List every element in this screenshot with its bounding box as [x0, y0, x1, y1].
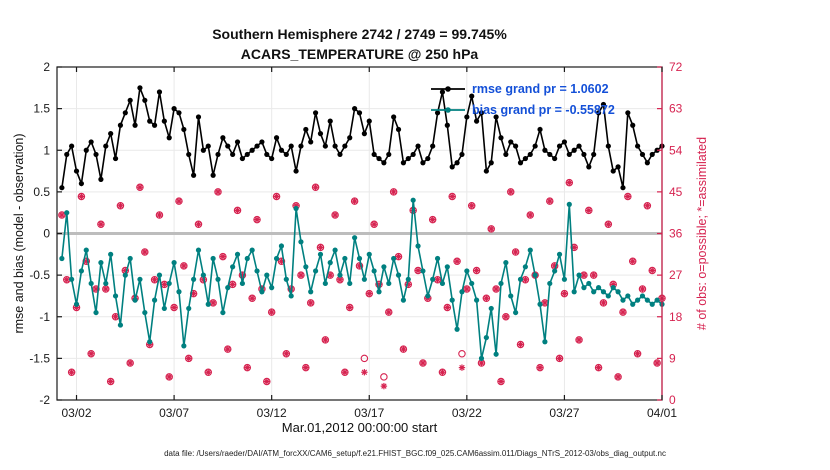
y-right-tick-label: 63	[669, 102, 683, 116]
chart-title: Southern Hemisphere 2742 / 2749 = 99.745…	[212, 26, 507, 42]
y-right-tick-label: 0	[669, 393, 676, 407]
axes-box: -2 -1.5 -1 -0.5 0 0.5 1 1.5 2 0 9 18 27 36 45 54 63 72 03/…	[29, 60, 682, 420]
y-left-tick-label: -0.5	[29, 268, 50, 282]
x-tick-label: 03/07	[159, 406, 189, 420]
y-left-tick-label: 0.5	[33, 185, 50, 199]
x-tick-label: 03/17	[354, 406, 384, 420]
legend-item-bias: bias grand pr = -0.55872	[430, 99, 615, 120]
y-left-tick-label: 2	[43, 60, 50, 74]
x-tick-label: 03/27	[549, 406, 579, 420]
y-left-tick-label: -1.5	[29, 351, 50, 365]
chart-subtitle: ACARS_TEMPERATURE @ 250 hPa	[240, 46, 479, 62]
y-right-tick-label: 18	[669, 310, 683, 324]
y-left-tick-label: -2	[39, 393, 50, 407]
x-tick-label: 03/22	[452, 406, 482, 420]
y-axis-right-label: # of obs: o=possible; *=assimilated	[695, 136, 709, 331]
y-right-tick-label: 54	[669, 143, 683, 157]
y-left-tick-label: 1	[43, 143, 50, 157]
y-right-tick-label: 45	[669, 185, 683, 199]
x-tick-label: 03/12	[257, 406, 287, 420]
x-tick-label: 04/01	[647, 406, 677, 420]
legend-label-bias: bias grand pr = -0.55872	[472, 102, 615, 117]
rmse-line-swatch-icon	[431, 85, 465, 92]
bias-series	[59, 197, 665, 361]
y-left-tick-label: 0	[43, 227, 50, 241]
bias-line-swatch-icon	[431, 106, 465, 113]
legend: rmse grand pr = 1.0602 bias grand pr = -…	[430, 78, 615, 120]
y-right-tick-label: 27	[669, 268, 683, 282]
x-tick-label: 03/02	[62, 406, 92, 420]
legend-label-rmse: rmse grand pr = 1.0602	[472, 81, 609, 96]
y-right-tick-label: 72	[669, 60, 683, 74]
data-file-path: data file: /Users/raeder/DAI/ATM_forcXX/…	[164, 449, 666, 458]
legend-item-rmse: rmse grand pr = 1.0602	[430, 78, 615, 99]
rmse-series	[59, 85, 665, 191]
y-left-tick-label: 1.5	[33, 102, 50, 116]
y-left-tick-label: -1	[39, 310, 50, 324]
y-right-tick-label: 9	[669, 351, 676, 365]
x-axis-label: Mar.01,2012 00:00:00 start	[281, 420, 438, 435]
y-right-tick-label: 36	[669, 227, 683, 241]
y-axis-left-label: rmse and bias (model - observation)	[12, 133, 26, 334]
obs-markers	[58, 178, 666, 390]
